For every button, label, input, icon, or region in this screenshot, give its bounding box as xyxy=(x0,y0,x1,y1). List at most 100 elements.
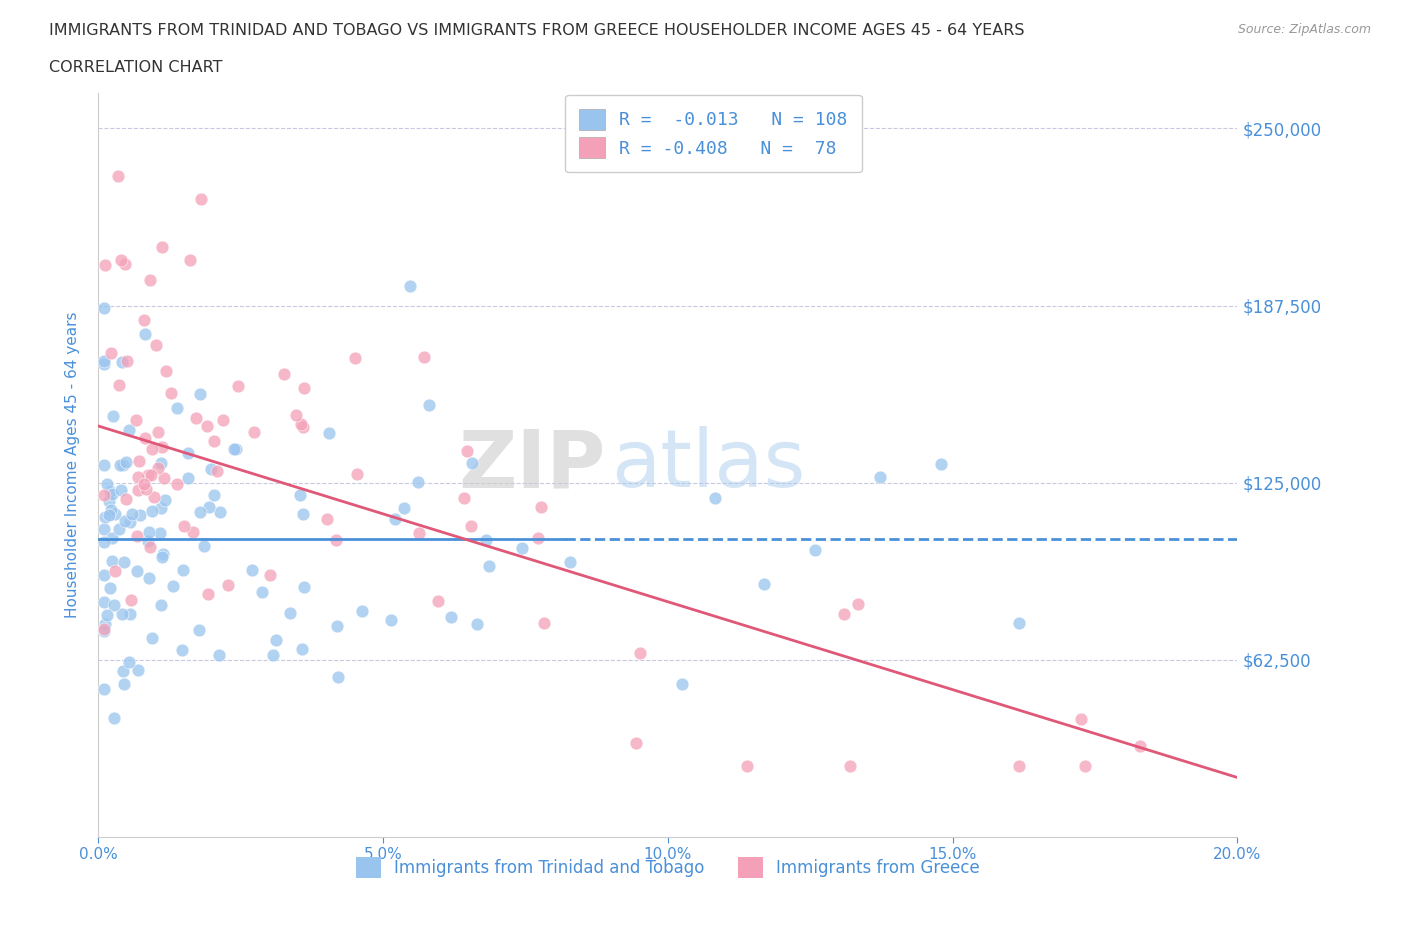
Point xyxy=(628,645,651,660)
Point xyxy=(252,585,274,600)
Point xyxy=(93,567,115,582)
Text: IMMIGRANTS FROM TRINIDAD AND TOBAGO VS IMMIGRANTS FROM GREECE HOUSEHOLDER INCOME: IMMIGRANTS FROM TRINIDAD AND TOBAGO VS I… xyxy=(49,23,1025,38)
Point xyxy=(325,533,347,548)
Point xyxy=(108,378,131,392)
Point xyxy=(114,257,136,272)
Point xyxy=(172,563,194,578)
Point xyxy=(259,567,281,582)
Point xyxy=(262,647,284,662)
Point xyxy=(1070,711,1092,726)
Point xyxy=(127,470,149,485)
Point xyxy=(135,482,157,497)
Point xyxy=(266,632,288,647)
Point xyxy=(160,386,183,401)
Point xyxy=(190,192,212,206)
Point xyxy=(134,326,156,341)
Point xyxy=(205,464,228,479)
Point xyxy=(217,578,239,592)
Point xyxy=(93,624,115,639)
Point xyxy=(127,662,149,677)
Point xyxy=(461,456,484,471)
Point xyxy=(100,346,122,361)
Point xyxy=(209,504,232,519)
Point xyxy=(146,425,169,440)
Point xyxy=(184,411,207,426)
Point xyxy=(141,442,163,457)
Point xyxy=(124,412,146,427)
Point xyxy=(127,528,149,543)
Text: ZIP: ZIP xyxy=(458,426,605,504)
Point xyxy=(176,471,198,485)
Point xyxy=(112,458,135,472)
Point xyxy=(292,419,315,434)
Point xyxy=(118,515,141,530)
Point xyxy=(118,423,141,438)
Point xyxy=(292,507,315,522)
Point xyxy=(179,252,201,267)
Point xyxy=(111,606,134,621)
Point xyxy=(93,622,115,637)
Point xyxy=(398,279,420,294)
Point xyxy=(1007,759,1029,774)
Point xyxy=(1008,616,1031,631)
Point xyxy=(671,676,693,691)
Point xyxy=(104,564,127,578)
Point xyxy=(100,503,122,518)
Point xyxy=(350,604,373,618)
Point xyxy=(93,522,115,537)
Point xyxy=(558,555,581,570)
Point xyxy=(440,609,463,624)
Point xyxy=(208,647,231,662)
Point xyxy=(112,664,135,679)
Point xyxy=(202,433,225,448)
Point xyxy=(1074,759,1097,774)
Point xyxy=(93,458,115,472)
Point xyxy=(142,489,165,504)
Point xyxy=(460,519,482,534)
Point xyxy=(115,492,138,507)
Point xyxy=(93,487,115,502)
Point xyxy=(108,522,131,537)
Text: atlas: atlas xyxy=(612,426,806,504)
Point xyxy=(96,608,118,623)
Point xyxy=(380,613,402,628)
Point xyxy=(530,499,553,514)
Point xyxy=(145,338,167,352)
Point xyxy=(427,593,450,608)
Point xyxy=(172,643,194,658)
Point xyxy=(291,642,314,657)
Point xyxy=(93,356,115,371)
Point xyxy=(225,442,247,457)
Point xyxy=(453,490,475,505)
Point xyxy=(384,512,406,526)
Point xyxy=(162,578,184,593)
Point xyxy=(392,501,415,516)
Point xyxy=(200,461,222,476)
Point xyxy=(93,682,115,697)
Point xyxy=(104,507,127,522)
Point xyxy=(202,487,225,502)
Point xyxy=(290,417,312,432)
Point xyxy=(134,477,156,492)
Point xyxy=(110,252,132,267)
Point xyxy=(141,504,163,519)
Point xyxy=(101,531,124,546)
Point xyxy=(128,453,150,468)
Point xyxy=(129,507,152,522)
Point xyxy=(343,351,366,365)
Point xyxy=(146,461,169,476)
Point xyxy=(93,300,115,315)
Point xyxy=(150,240,173,255)
Point xyxy=(98,483,121,498)
Point xyxy=(408,526,430,541)
Point xyxy=(177,446,200,461)
Point xyxy=(94,617,117,631)
Point xyxy=(150,440,173,455)
Point xyxy=(188,623,211,638)
Point xyxy=(136,534,159,549)
Point xyxy=(98,580,121,595)
Point xyxy=(181,525,204,539)
Point xyxy=(195,418,218,433)
Point xyxy=(139,539,162,554)
Point xyxy=(188,504,211,519)
